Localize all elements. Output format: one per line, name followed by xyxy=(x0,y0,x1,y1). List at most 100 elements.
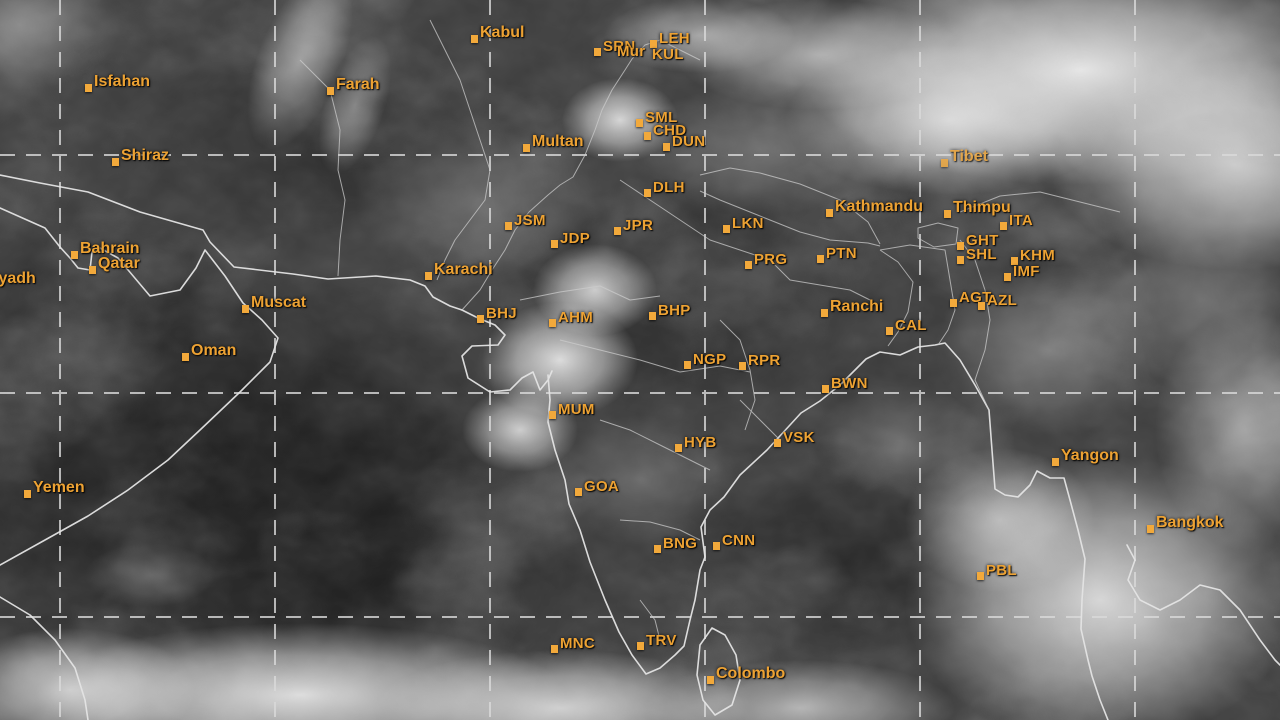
map-label-karachi: Karachi xyxy=(425,261,493,280)
map-label-tibet: Tibet xyxy=(941,148,988,167)
city-label-text: Farah xyxy=(336,76,380,93)
city-label-text: PBL xyxy=(986,562,1017,579)
city-label-text: Karachi xyxy=(434,261,493,278)
city-marker-icon xyxy=(977,572,984,580)
map-label-farah: Farah xyxy=(327,76,380,95)
city-marker-icon xyxy=(739,362,746,370)
map-label-azl: AZL xyxy=(978,293,1017,310)
city-marker-icon xyxy=(1011,257,1018,265)
city-label-text: AHM xyxy=(558,309,594,326)
map-label-ptn: PTN xyxy=(817,245,857,263)
city-label-text: Multan xyxy=(532,133,584,150)
city-marker-icon xyxy=(614,227,621,235)
city-marker-icon xyxy=(941,159,948,167)
city-marker-icon xyxy=(644,132,651,140)
map-label-agt: AGT xyxy=(950,290,992,307)
city-label-text: NGP xyxy=(693,351,727,368)
city-marker-icon xyxy=(713,542,720,550)
city-label-text: LEH xyxy=(659,30,690,47)
map-label-leh: LEH xyxy=(650,30,690,48)
map-label-bwn: BWN xyxy=(822,375,868,393)
city-label-text: JDP xyxy=(560,230,591,247)
map-label-ngp: NGP xyxy=(684,351,727,369)
city-marker-icon xyxy=(327,87,334,95)
map-label-pbl: PBL xyxy=(977,562,1017,580)
city-marker-icon xyxy=(1004,273,1011,281)
country-and-state-borders xyxy=(299,19,1121,641)
city-label-text: CNN xyxy=(722,532,756,549)
city-marker-icon xyxy=(1000,222,1007,230)
city-marker-icon xyxy=(549,411,556,419)
map-label-mnc: MNC xyxy=(551,636,595,653)
city-label-text: DLH xyxy=(653,179,685,196)
city-marker-icon xyxy=(944,210,951,218)
city-label-text: HYB xyxy=(684,434,717,451)
map-label-ita: ITA xyxy=(1000,212,1033,230)
map-label-dun: DUN xyxy=(663,134,705,151)
city-marker-icon xyxy=(636,119,643,127)
city-label-text: BWN xyxy=(831,375,868,392)
map-label-hyb: HYB xyxy=(675,434,717,452)
map-label-jdp: JDP xyxy=(551,230,591,248)
city-label-text: Muscat xyxy=(251,294,307,311)
city-label-text: PRG xyxy=(754,251,788,268)
city-marker-icon xyxy=(707,676,714,684)
city-marker-icon xyxy=(1052,458,1059,466)
map-label-khm: KHM xyxy=(1011,247,1056,265)
map-label-iyadh: iyadh xyxy=(0,271,36,287)
map-label-mur: Mur xyxy=(617,44,645,59)
city-label-text: SHL xyxy=(966,246,997,263)
city-marker-icon xyxy=(112,158,119,166)
city-marker-icon xyxy=(957,242,964,250)
city-marker-icon xyxy=(594,48,601,56)
map-label-vsk: VSK xyxy=(774,430,815,447)
map-label-jpr: JPR xyxy=(614,217,654,235)
city-label-text: ITA xyxy=(1009,212,1033,229)
city-marker-icon xyxy=(950,299,957,307)
city-label-text: Mur xyxy=(617,43,646,60)
map-label-bangkok: Bangkok xyxy=(1147,515,1224,533)
map-label-bhp: BHP xyxy=(649,303,691,320)
city-marker-icon xyxy=(242,305,249,313)
map-label-imf: IMF xyxy=(1004,264,1040,281)
map-label-cnn: CNN xyxy=(713,532,756,550)
city-marker-icon xyxy=(523,144,530,152)
city-label-text: Isfahan xyxy=(94,73,151,90)
city-label-text: PTN xyxy=(826,245,857,262)
map-label-thimpu: Thimpu xyxy=(944,200,1011,218)
city-marker-icon xyxy=(1147,525,1154,533)
city-marker-icon xyxy=(978,302,985,310)
city-marker-icon xyxy=(549,319,556,327)
city-marker-icon xyxy=(817,255,824,263)
city-marker-icon xyxy=(71,251,78,259)
city-marker-icon xyxy=(826,209,833,217)
city-label-text: Oman xyxy=(191,342,237,359)
city-label-text: Kabul xyxy=(480,24,525,41)
map-label-shiraz: Shiraz xyxy=(112,148,169,166)
map-label-shl: SHL xyxy=(957,246,997,264)
map-label-prg: PRG xyxy=(745,251,788,269)
map-label-sml: SML xyxy=(636,110,678,127)
map-label-yemen: Yemen xyxy=(24,480,85,498)
city-label-text: JPR xyxy=(623,217,654,234)
map-label-dlh: DLH xyxy=(644,179,685,197)
map-label-isfahan: Isfahan xyxy=(85,73,151,92)
city-label-text: LKN xyxy=(732,215,764,232)
city-label-text: Ranchi xyxy=(830,298,884,315)
city-marker-icon xyxy=(654,545,661,553)
city-marker-icon xyxy=(745,261,752,269)
city-label-text: RPR xyxy=(748,352,781,369)
map-label-lkn: LKN xyxy=(723,215,764,233)
city-marker-icon xyxy=(886,327,893,335)
map-label-goa: GOA xyxy=(575,479,619,496)
city-label-text: Tibet xyxy=(950,148,988,165)
city-label-text: KHM xyxy=(1020,247,1056,264)
city-marker-icon xyxy=(650,40,657,48)
city-marker-icon xyxy=(774,439,781,447)
city-label-text: JSM xyxy=(514,212,546,229)
city-label-text: SRN xyxy=(603,38,636,55)
city-marker-icon xyxy=(957,256,964,264)
map-label-mum: MUM xyxy=(549,402,595,419)
